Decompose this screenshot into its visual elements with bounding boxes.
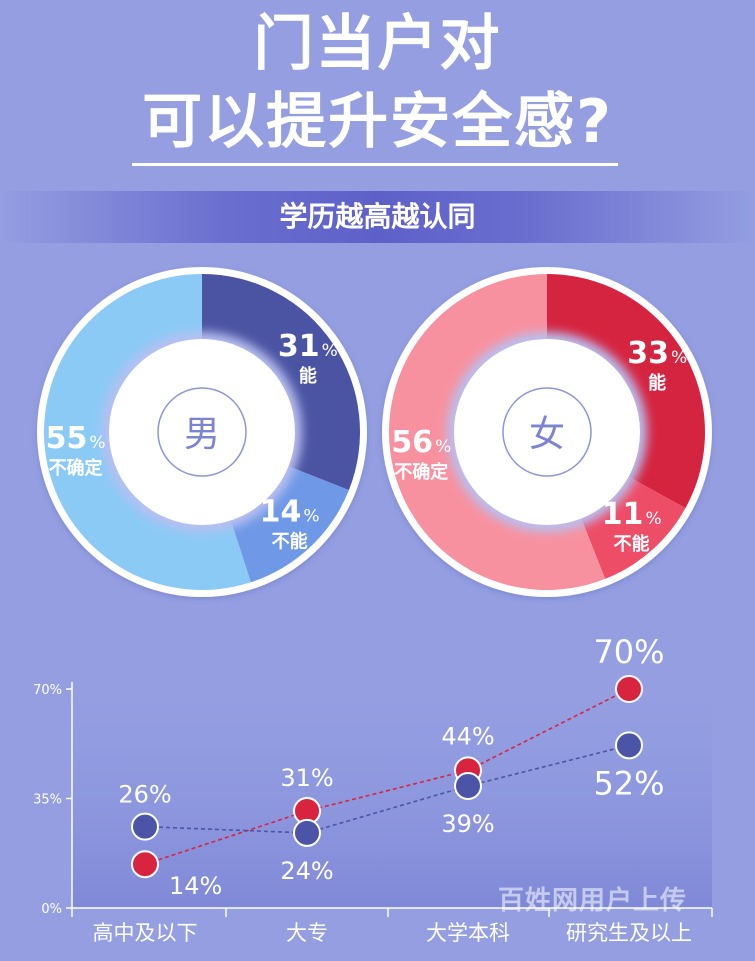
series-1-data-label: 39% bbox=[441, 810, 494, 838]
female-slice-name-2: 不确定 bbox=[394, 461, 448, 483]
donut-male-hole bbox=[109, 339, 295, 525]
x-tick-label: 大专 bbox=[286, 921, 328, 945]
x-tick-label: 高中及以下 bbox=[93, 921, 198, 945]
series-0-data-label: 14% bbox=[169, 872, 222, 900]
series-0-data-label: 70% bbox=[593, 633, 664, 671]
female-slice-name-1: 不能 bbox=[614, 533, 650, 555]
subtitle: 学历越高越认同 bbox=[279, 200, 476, 233]
series-0-point bbox=[615, 675, 643, 703]
female-slice-label-1: 11 %不能 bbox=[602, 497, 662, 555]
title-underline bbox=[132, 163, 618, 166]
title-line-1: 门当户对 bbox=[253, 9, 502, 79]
male-slice-label-0: 31 %能 bbox=[278, 329, 338, 387]
donut-chart-female: 女 33 %能 11 %不能 56 %不确定 bbox=[382, 267, 712, 597]
male-slice-label-2: 55 %不确定 bbox=[46, 421, 106, 479]
female-slice-value-0: 33% bbox=[627, 336, 687, 371]
series-1-point bbox=[615, 731, 643, 760]
series-0-point bbox=[131, 850, 159, 879]
series-1-data-label: 52% bbox=[593, 764, 664, 802]
series-0-data-label: 44% bbox=[441, 722, 494, 750]
female-slice-value-1: 11% bbox=[602, 497, 662, 532]
y-tick-label: 0% bbox=[41, 902, 62, 917]
male-slice-value-0: 31% bbox=[278, 329, 338, 364]
donut-female-hole bbox=[454, 339, 640, 525]
y-tick-label: 35% bbox=[33, 793, 62, 808]
donut-male-center-label: 男 bbox=[184, 414, 220, 455]
watermark: 百姓网用户上传 bbox=[498, 886, 688, 916]
donut-chart-male: 男 31 %能 14 %不能 55 %不确定 bbox=[37, 267, 367, 597]
male-slice-name-2: 不确定 bbox=[49, 457, 103, 479]
line-chart: 0% 35% 70% 高中及以下 大专 大学本科 研究生及以上 14% 31% 44% 70% 26… bbox=[33, 633, 713, 945]
donut-male-center-ring bbox=[157, 387, 247, 477]
donut-female-center-ring bbox=[502, 387, 592, 477]
title-line-2: 可以提升安全感? bbox=[142, 87, 613, 157]
male-slice-name-1: 不能 bbox=[272, 530, 308, 552]
female-slice-value-2: 56% bbox=[391, 425, 451, 460]
series-1-point bbox=[454, 771, 482, 800]
x-tick-label: 大学本科 bbox=[426, 921, 510, 945]
female-slice-label-0: 33 %能 bbox=[627, 336, 687, 394]
series-1-line bbox=[144, 744, 630, 834]
series-1-point bbox=[293, 818, 321, 847]
female-slice-name-0: 能 bbox=[648, 372, 666, 394]
male-slice-value-1: 14% bbox=[260, 494, 320, 529]
donut-female-center-label: 女 bbox=[529, 414, 565, 455]
series-1-data-label: 24% bbox=[280, 857, 333, 885]
y-tick-label: 70% bbox=[33, 683, 62, 698]
series-1-data-label: 26% bbox=[118, 781, 171, 809]
series-0-data-label: 31% bbox=[280, 764, 333, 792]
male-slice-value-2: 55% bbox=[46, 421, 106, 456]
male-slice-label-1: 14 %不能 bbox=[260, 494, 320, 552]
series-1-point bbox=[131, 812, 159, 841]
x-tick-label: 研究生及以上 bbox=[566, 921, 692, 945]
subtitle-band bbox=[0, 191, 755, 243]
female-slice-label-2: 56 %不确定 bbox=[391, 425, 451, 483]
series-0-line bbox=[144, 688, 630, 865]
male-slice-name-0: 能 bbox=[299, 365, 317, 387]
